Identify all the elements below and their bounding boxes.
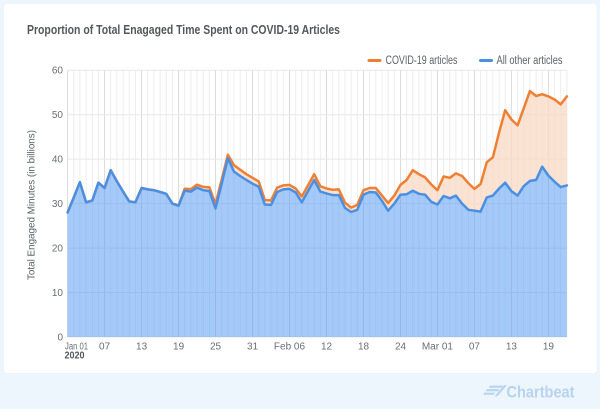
- svg-text:2020: 2020: [65, 350, 85, 362]
- svg-text:19: 19: [543, 342, 555, 353]
- svg-text:COVID-19 articles: COVID-19 articles: [386, 55, 458, 67]
- svg-text:Proportion of Total Enagaged T: Proportion of Total Enagaged Time Spent …: [27, 22, 340, 37]
- svg-text:30: 30: [52, 199, 64, 210]
- svg-text:07: 07: [469, 342, 481, 353]
- svg-text:10: 10: [52, 288, 64, 299]
- svg-text:Chartbeat: Chartbeat: [507, 384, 575, 402]
- svg-text:Feb 06: Feb 06: [274, 342, 306, 353]
- svg-text:20: 20: [52, 244, 64, 255]
- svg-text:60: 60: [52, 66, 64, 77]
- svg-text:25: 25: [210, 342, 222, 353]
- svg-text:50: 50: [52, 110, 64, 121]
- svg-text:Total Engaged Minutes (in bill: Total Engaged Minutes (in billions): [27, 130, 38, 280]
- svg-text:Jan 01: Jan 01: [65, 342, 88, 353]
- svg-text:24: 24: [395, 342, 407, 353]
- svg-text:12: 12: [321, 342, 333, 353]
- svg-text:13: 13: [136, 342, 148, 353]
- svg-text:07: 07: [99, 342, 111, 353]
- svg-text:19: 19: [173, 342, 185, 353]
- svg-text:Mar 01: Mar 01: [422, 342, 454, 353]
- svg-text:40: 40: [52, 155, 64, 166]
- svg-text:18: 18: [358, 342, 370, 353]
- svg-text:0: 0: [57, 333, 63, 344]
- svg-text:31: 31: [247, 342, 259, 353]
- svg-text:13: 13: [506, 342, 518, 353]
- svg-text:All other articles: All other articles: [497, 55, 563, 67]
